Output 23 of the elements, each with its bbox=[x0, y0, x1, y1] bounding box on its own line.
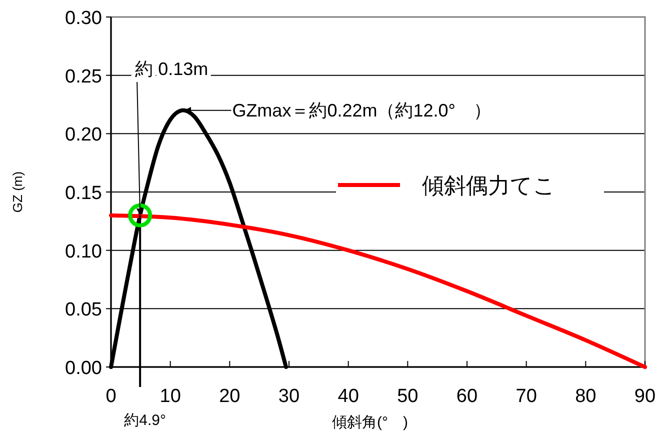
y-axis-title: GZ (m) bbox=[10, 171, 25, 213]
x-tick-label: 10 bbox=[160, 386, 181, 407]
x-tick-label: 90 bbox=[634, 386, 656, 407]
annotation: 約 0.13m bbox=[135, 59, 208, 79]
ref-line-label: 約4.9° bbox=[124, 412, 166, 429]
x-tick-label: 50 bbox=[397, 386, 418, 407]
x-tick-label: 70 bbox=[516, 386, 537, 407]
x-tick-label: 40 bbox=[338, 386, 359, 407]
y-tick-label: 0.30 bbox=[65, 8, 102, 29]
x-tick-label: 80 bbox=[575, 386, 596, 407]
annotation: GZmax＝約0.22m（約12.0° ） bbox=[232, 100, 492, 120]
x-tick-label: 30 bbox=[278, 386, 300, 407]
legend-label: 傾斜偶力てこ bbox=[422, 173, 556, 198]
y-tick-label: 0.25 bbox=[65, 66, 102, 88]
y-tick-label: 0.05 bbox=[65, 300, 102, 321]
x-tick-label: 60 bbox=[456, 386, 478, 407]
y-tick-label: 0.10 bbox=[65, 241, 102, 262]
y-tick-label: 0.15 bbox=[65, 183, 102, 204]
x-axis-title: 傾斜角(° ) bbox=[332, 414, 408, 431]
x-tick-label: 0 bbox=[106, 386, 116, 407]
x-tick-label: 20 bbox=[219, 386, 240, 407]
y-tick-label: 0.00 bbox=[65, 358, 102, 379]
y-tick-label: 0.20 bbox=[65, 124, 102, 146]
